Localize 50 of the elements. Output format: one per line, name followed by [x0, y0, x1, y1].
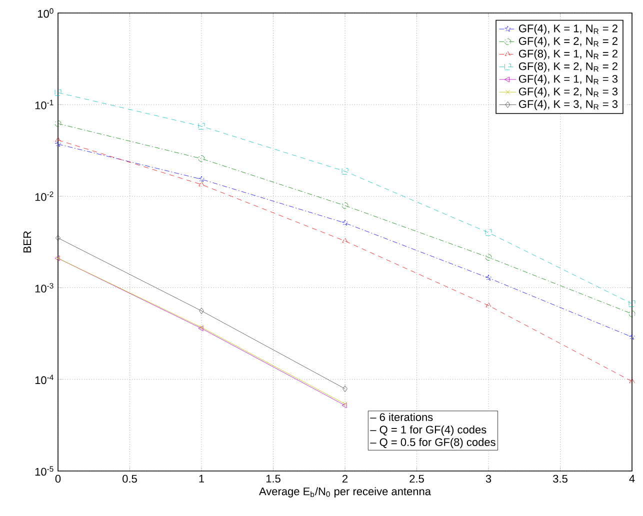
y-tick-label: 10$^{-4}$ [35, 374, 54, 384]
x-tick-label: 0 [55, 474, 61, 483]
annotation: – 6 iterations [370, 412, 433, 422]
point [199, 308, 204, 314]
y-axis-title: BER [23, 231, 32, 252]
point [198, 176, 205, 182]
point [485, 229, 492, 236]
point [198, 181, 204, 186]
point [628, 310, 636, 317]
x-tick-label: 4 [629, 474, 635, 482]
point [198, 123, 205, 130]
point [485, 254, 492, 261]
legend-label: GF(4), K = 2, N$_{R}$ = 3 [518, 87, 618, 98]
x-tick-label: 1.5 [266, 474, 280, 483]
point [342, 202, 348, 209]
x-tick-label: 3.5 [553, 474, 568, 483]
point [342, 220, 348, 226]
legend-label: GF(4), K = 1, N$_{R}$ = 2 [518, 24, 618, 34]
y-tick-label: 10$^{-2}$ [35, 191, 54, 201]
y-tick-label: 10$^{-3}$ [35, 283, 54, 293]
x-tick-label: 2.5 [410, 474, 424, 483]
x-tick-label: 0.5 [122, 474, 137, 483]
point [628, 300, 636, 307]
point [55, 136, 61, 142]
point [54, 89, 62, 96]
x-tick-label: 3 [486, 474, 492, 483]
point [342, 168, 348, 174]
legend-label: GF(8), K = 1, N$_{R}$ = 2 [518, 49, 618, 60]
x-axis-title: Average E$_{b}$/N$_{0}$ per receive antenna [259, 487, 431, 498]
x-tick-label: 2 [342, 474, 348, 483]
y-tick-label: 10$^{-5}$ [35, 466, 54, 476]
x-tick-label: 1 [199, 474, 204, 482]
legend-label: GF(4), K = 1, N$_{R}$ = 3 [518, 74, 618, 85]
y-tick-label: 10$^{0}$ [38, 8, 54, 18]
legend-label: GF(4), K = 2, N$_{R}$ = 2 [518, 36, 618, 48]
point [629, 378, 635, 384]
point [54, 140, 62, 147]
point [342, 386, 348, 392]
point [198, 155, 205, 162]
point [486, 302, 492, 308]
point [342, 238, 348, 243]
legend-label: GF(4), K = 3, N$_{R}$ = 3 [518, 100, 618, 110]
annotation: – Q = 1 for GF(4) codes [370, 425, 486, 436]
y-tick-label: 10$^{-1}$ [35, 100, 54, 110]
point [628, 334, 636, 340]
point [485, 274, 492, 281]
legend-label: GF(8), K = 2, N$_{R}$ = 2 [518, 62, 618, 72]
annotation: – Q = 0.5 for GF(8) codes [370, 438, 496, 448]
point [54, 120, 62, 127]
point [56, 234, 60, 242]
